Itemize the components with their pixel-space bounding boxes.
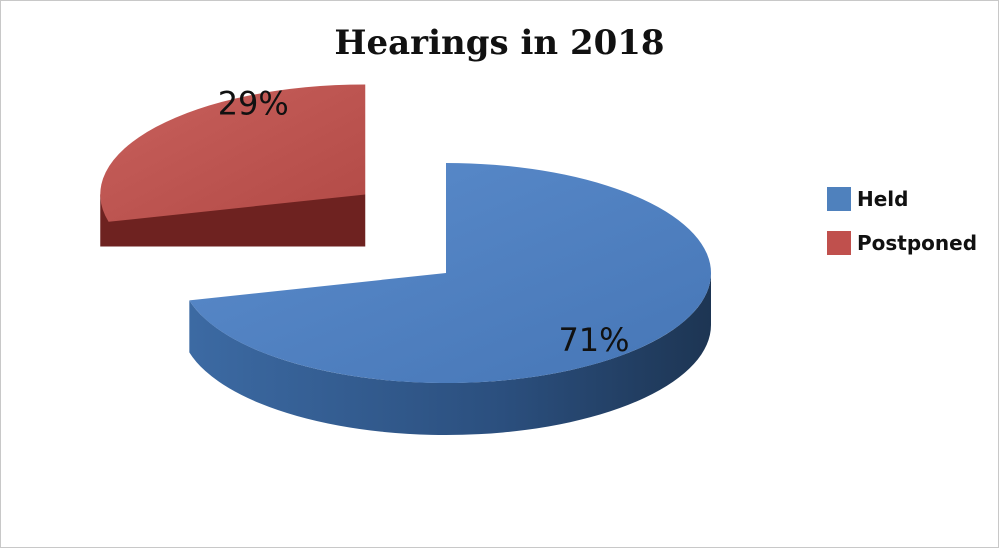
legend-item-held: Held: [827, 187, 977, 211]
slice-held-side: [189, 273, 711, 435]
legend: Held Postponed: [827, 187, 977, 275]
legend-swatch-held: [827, 187, 851, 211]
data-label-held: 71%: [558, 321, 629, 359]
legend-swatch-postponed: [827, 231, 851, 255]
data-label-postponed: 29%: [218, 84, 289, 122]
legend-label-held: Held: [857, 187, 909, 211]
slice-postponed-top: [100, 84, 366, 222]
chart-title: Hearings in 2018: [334, 23, 665, 63]
legend-label-postponed: Postponed: [857, 231, 978, 255]
legend-item-postponed: Postponed: [827, 231, 977, 255]
slice-held-top: [189, 163, 712, 383]
